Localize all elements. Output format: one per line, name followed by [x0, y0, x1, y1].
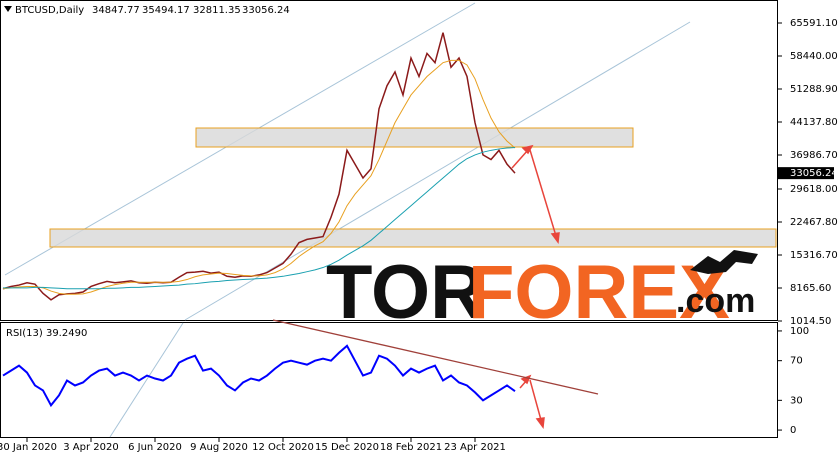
y-tick-label: 1014.50 [790, 316, 831, 327]
x-tick-label: 23 Apr 2021 [444, 442, 506, 453]
y-tick-label: 15316.70 [790, 250, 838, 261]
channel-line [109, 322, 184, 438]
y-tick-label: 70 [790, 356, 803, 367]
resistance-zone [195, 127, 634, 148]
x-tick-label: 30 Jan 2020 [0, 442, 57, 453]
y-tick-label: 22467.80 [790, 217, 838, 228]
y-tick-label: 58440.00 [790, 51, 838, 62]
series-line [2, 59, 516, 295]
ohlc-value: 33056.24 [242, 5, 290, 16]
last-price-box [778, 167, 834, 180]
channel-line [184, 21, 691, 321]
y-tick-label: 36986.70 [790, 150, 838, 161]
watermark-bull [690, 250, 758, 274]
y-tick-label: 51288.90 [790, 84, 838, 95]
main-panel [0, 0, 778, 321]
x-tick-label: 3 Apr 2020 [63, 442, 118, 453]
watermark-forex: FOREX [468, 250, 730, 335]
forecast-arrows [511, 144, 560, 429]
series-line [3, 147, 516, 290]
y-tick-label: 8165.60 [790, 283, 831, 294]
y-tick-label: 65591.10 [790, 18, 838, 29]
watermark-com: .com [676, 282, 755, 320]
y-tick-label: 100 [790, 326, 809, 337]
symbol-marker [4, 6, 12, 12]
x-tick-label: 6 Jun 2020 [128, 442, 182, 453]
rsi-panel [0, 322, 778, 438]
y-tick-label: 0 [790, 425, 796, 436]
y-tick-label: 30 [790, 395, 803, 406]
rsi-title: RSI(13) 39.2490 [6, 328, 87, 339]
watermark-tor: TOR [326, 250, 485, 335]
ohlc-value: 34847.77 [92, 5, 140, 16]
ohlc-value: 35494.17 [142, 5, 190, 16]
x-tick-label: 12 Oct 2020 [252, 442, 314, 453]
x-tick-label: 15 Dec 2020 [315, 442, 379, 453]
support-zone [49, 228, 777, 248]
watermark: TOR FOREX .com [326, 250, 758, 335]
symbol-title: BTCUSD,Daily [15, 5, 84, 16]
last-price-label: 33056.24 [790, 168, 838, 179]
ohlc-value: 32811.35 [193, 5, 241, 16]
y-tick-label: 44137.80 [790, 117, 838, 128]
x-tick-label: 9 Aug 2020 [190, 442, 248, 453]
rsi-trendline [272, 319, 599, 395]
x-tick-label: 18 Feb 2021 [380, 442, 442, 453]
y-tick-label: 29618.00 [790, 184, 838, 195]
price-line [2, 344, 516, 408]
